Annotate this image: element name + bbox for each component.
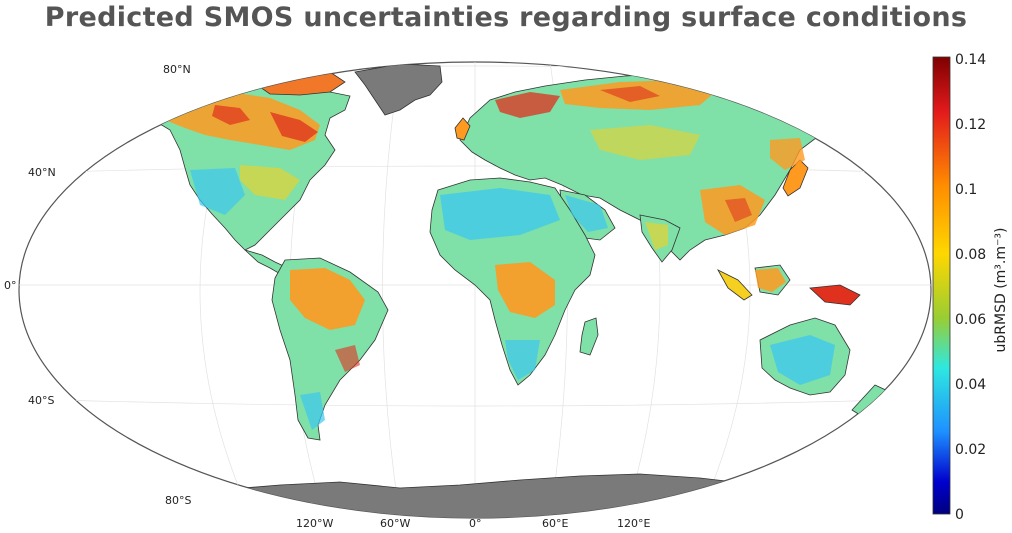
lat-label-0: 0° <box>4 279 17 292</box>
cb-tick-002: 0.02 <box>955 442 986 458</box>
colorbar-label: ubRMSD (m³.m⁻³) <box>993 228 1009 353</box>
lat-label-40n: 40°N <box>28 166 56 179</box>
madagascar <box>579 317 599 356</box>
sumatra <box>717 269 753 301</box>
cb-tick-008: 0.08 <box>955 247 986 263</box>
latitude-labels: 80°N 40°N 0° 40°S 80°S <box>4 63 191 507</box>
cb-tick-010: 0.1 <box>955 182 977 198</box>
cb-tick-004: 0.04 <box>955 377 986 393</box>
colorbar-gradient <box>932 56 951 515</box>
lon-label-120w: 120°W <box>296 517 333 530</box>
uncertainty-overlays <box>145 80 835 430</box>
cb-tick-012: 0.12 <box>955 117 986 133</box>
greenland <box>354 63 443 116</box>
longitude-labels: 120°W 60°W 0° 60°E 120°E <box>296 517 650 530</box>
new-guinea <box>809 284 861 306</box>
lon-label-120e: 120°E <box>617 517 650 530</box>
cb-tick-014: 0.14 <box>955 52 986 68</box>
lat-label-40s: 40°S <box>28 394 54 407</box>
lon-label-60e: 60°E <box>542 517 568 530</box>
lon-label-60w: 60°W <box>380 517 410 530</box>
colorbar: 0.14 0.12 0.1 0.08 0.06 0.04 0.02 0 ubRM… <box>932 52 1009 523</box>
cb-tick-006: 0.06 <box>955 312 986 328</box>
uk <box>454 117 471 141</box>
cb-tick-000: 0 <box>955 507 964 523</box>
colorbar-ticks: 0.14 0.12 0.1 0.08 0.06 0.04 0.02 0 <box>955 52 986 523</box>
land-texture <box>140 85 840 445</box>
lat-label-80n: 80°N <box>163 63 191 76</box>
lon-label-0: 0° <box>469 517 482 530</box>
lat-label-80s: 80°S <box>165 494 191 507</box>
map-title: Predicted SMOS uncertainties regarding s… <box>44 2 968 33</box>
